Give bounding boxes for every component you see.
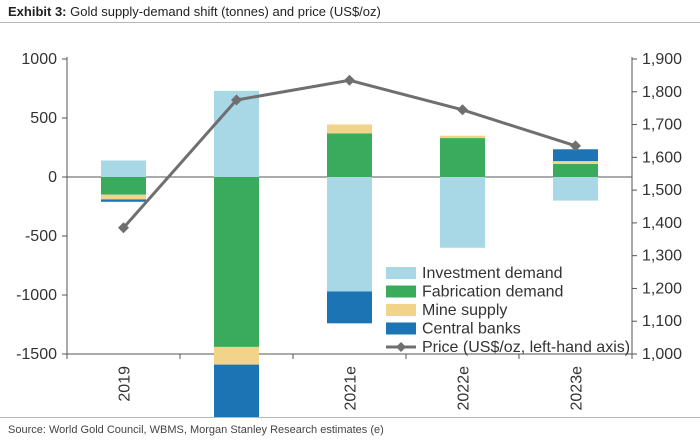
legend-swatch bbox=[386, 322, 416, 335]
bar-fabrication-demand bbox=[101, 177, 146, 195]
y2-tick-label: 1,400 bbox=[642, 215, 682, 232]
bar-mine-supply bbox=[553, 161, 598, 165]
bar-mine-supply bbox=[214, 346, 259, 365]
legend-swatch bbox=[386, 285, 416, 298]
bar-investment-demand bbox=[440, 177, 485, 248]
y2-tick-label: 1,000 bbox=[642, 346, 682, 363]
bar-investment-demand bbox=[553, 177, 598, 201]
y2-tick-label: 1,500 bbox=[642, 182, 682, 199]
footer-rule bbox=[0, 417, 700, 418]
bar-mine-supply bbox=[440, 135, 485, 139]
y-tick-label: 1000 bbox=[21, 51, 57, 68]
header-rule bbox=[0, 22, 700, 23]
y2-tick-label: 1,700 bbox=[642, 117, 682, 134]
y-tick-label: -500 bbox=[25, 228, 57, 245]
bar-fabrication-demand bbox=[440, 138, 485, 177]
legend-label: Central banks bbox=[422, 321, 521, 338]
legend-line-marker bbox=[396, 342, 406, 352]
bar-central-banks bbox=[553, 149, 598, 162]
legend-swatch bbox=[386, 267, 416, 279]
bar-central-banks bbox=[214, 364, 259, 418]
y-tick-label: -1000 bbox=[16, 287, 57, 304]
chart-svg: 1000 500 0 -500 -1000 -1500 1,900 1,800 1,700 1,6… bbox=[16, 51, 682, 418]
price-point bbox=[570, 140, 581, 152]
bar-fabrication-demand bbox=[327, 133, 372, 177]
price-point bbox=[457, 104, 468, 116]
bar-mine-supply bbox=[327, 124, 372, 134]
exhibit-header: Exhibit 3: Gold supply-demand shift (ton… bbox=[8, 4, 381, 19]
legend-label: Price (US$/oz, left-hand axis) bbox=[422, 339, 630, 356]
bar-investment-demand bbox=[101, 160, 146, 177]
exhibit-label: Exhibit 3: bbox=[8, 4, 67, 19]
y2-tick-label: 1,900 bbox=[642, 51, 682, 68]
y-tick-label: -1500 bbox=[16, 346, 57, 363]
y2-tick-label: 1,100 bbox=[642, 313, 682, 330]
y2-tick-label: 1,200 bbox=[642, 280, 682, 297]
y2-tick-label: 1,800 bbox=[642, 84, 682, 101]
legend-label: Investment demand bbox=[422, 265, 563, 282]
price-point bbox=[231, 94, 242, 106]
price-point bbox=[118, 222, 129, 234]
bar-investment-demand bbox=[327, 177, 372, 292]
bar-fabrication-demand bbox=[214, 177, 259, 347]
y2-tick-label: 1,600 bbox=[642, 149, 682, 166]
source-note: Source: World Gold Council, WBMS, Morgan… bbox=[8, 424, 384, 436]
y-tick-label: 500 bbox=[30, 110, 57, 127]
exhibit-title: Gold supply-demand shift (tonnes) and pr… bbox=[70, 4, 381, 19]
category-label: 2023e bbox=[569, 366, 586, 411]
category-label: 2019 bbox=[117, 366, 134, 402]
y-tick-label: 0 bbox=[48, 169, 57, 186]
legend-swatch bbox=[386, 304, 416, 316]
bar-central-banks bbox=[101, 199, 146, 202]
category-label: 2021e bbox=[343, 366, 360, 411]
legend-label: Mine supply bbox=[422, 302, 507, 319]
bar-central-banks bbox=[327, 291, 372, 324]
bar-fabrication-demand bbox=[553, 164, 598, 177]
price-point bbox=[344, 74, 355, 86]
category-label: 2022e bbox=[456, 366, 473, 411]
legend-label: Fabrication demand bbox=[422, 284, 563, 301]
bar-mine-supply bbox=[101, 194, 146, 200]
y2-tick-label: 1,300 bbox=[642, 248, 682, 265]
